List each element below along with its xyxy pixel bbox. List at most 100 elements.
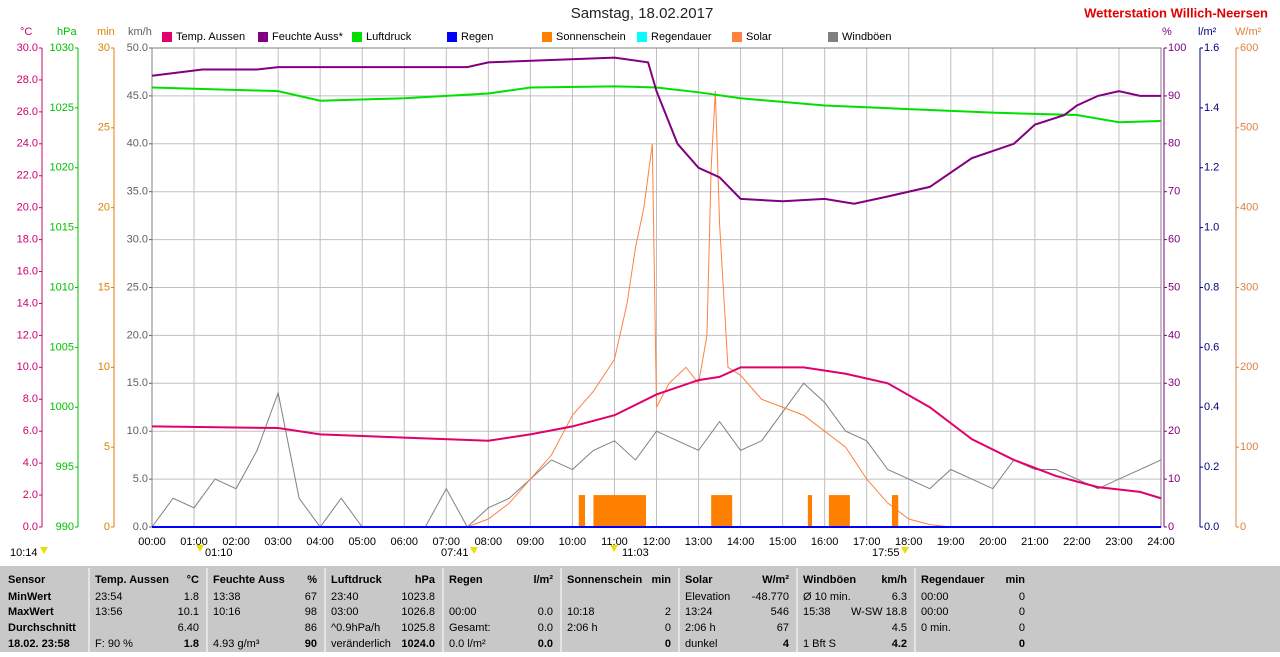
y-tick-label: 10 [98, 361, 110, 373]
y-tick-label: 6.0 [23, 425, 38, 437]
cell-left: 23:40 [331, 591, 359, 603]
cell-left: 00:00 [921, 606, 949, 618]
y-tick-label: 1000 [50, 401, 74, 413]
y-tick-label: 1.4 [1204, 102, 1219, 114]
y-tick-label: 1.2 [1204, 162, 1219, 174]
column-unit: min [651, 574, 671, 586]
y-tick-label: 0 [1168, 521, 1174, 533]
y-tick-label: 70 [1168, 186, 1180, 198]
column-header: Temp. Aussen [95, 574, 169, 586]
cell-right: 0 [1019, 622, 1025, 634]
cell-left: ^0.9hPa/h [331, 622, 380, 634]
annotation: 07:41 [441, 547, 469, 559]
y-tick-label: 30 [1168, 377, 1180, 389]
cell-right: 2 [665, 606, 671, 618]
y-tick-label: 30.0 [127, 234, 148, 246]
x-tick-label: 03:00 [264, 536, 292, 548]
series-line [151, 85, 1162, 124]
y-tick-label: 1010 [50, 281, 74, 293]
cell-left: Ø 10 min. [803, 591, 851, 603]
annotation: 01:10 [205, 547, 233, 559]
legend-label: Sonnenschein [556, 31, 626, 43]
y-tick-label: 18.0 [17, 234, 38, 246]
y-tick-label: 16.0 [17, 265, 38, 277]
y-tick-label: 25.0 [127, 281, 148, 293]
y-tick-label: 200 [1240, 361, 1258, 373]
column-header: Feuchte Auss [213, 574, 285, 586]
cell-left: dunkel [685, 638, 717, 650]
x-tick-label: 07:00 [433, 536, 461, 548]
cell-left: F: 90 % [95, 638, 133, 650]
sunshine-bar [828, 495, 850, 527]
x-tick-label: 02:00 [222, 536, 250, 548]
annotation: 11:03 [622, 547, 649, 559]
legend-swatch [637, 32, 647, 42]
y-tick-label: 0.8 [1204, 281, 1219, 293]
x-tick-label: 24:00 [1147, 536, 1175, 548]
y-tick-label: 600 [1240, 42, 1258, 54]
cell-left: 13:38 [213, 591, 241, 603]
sensor-label: Sensor [8, 574, 46, 586]
cell-left: 4.93 g/m³ [213, 638, 260, 650]
marker [610, 545, 618, 552]
cell-right: 0 [1019, 591, 1025, 603]
column-header: Luftdruck [331, 574, 383, 586]
cell-left: 2:06 h [567, 622, 598, 634]
chart-title: Samstag, 18.02.2017 [571, 5, 714, 22]
marker [196, 545, 204, 552]
y-tick-label: 80 [1168, 138, 1180, 150]
station-name: Wetterstation Willich-Neersen [1084, 5, 1268, 20]
y-tick-label: 300 [1240, 281, 1258, 293]
axis-unit: km/h [128, 26, 152, 38]
cell-right: 0 [1019, 606, 1025, 618]
cell-right: 1023.8 [401, 591, 435, 603]
y-tick-label: 20.0 [17, 202, 38, 214]
x-tick-label: 20:00 [979, 536, 1007, 548]
y-tick-label: 5.0 [133, 473, 148, 485]
column-header: Solar [685, 574, 713, 586]
cell-right: W-SW 18.8 [851, 606, 907, 618]
cell-right: 0 [1019, 638, 1025, 650]
y-tick-label: 0.4 [1204, 401, 1219, 413]
column-header: Windböen [803, 574, 856, 586]
y-tick-label: 20 [1168, 425, 1180, 437]
axis-unit: l/m² [1198, 26, 1217, 38]
y-tick-label: 5 [104, 441, 110, 453]
legend-swatch [352, 32, 362, 42]
cell-left: 0.0 l/m² [449, 638, 486, 650]
cell-right: 0 [665, 622, 671, 634]
cell-right: 86 [305, 622, 317, 634]
cell-left: 1 Bft S [803, 638, 836, 650]
y-tick-label: 0 [1240, 521, 1246, 533]
marker [40, 547, 48, 554]
sunshine-bar [891, 495, 899, 527]
y-tick-label: 15.0 [127, 377, 148, 389]
x-tick-label: 11:00 [601, 536, 628, 548]
sensor-label: Durchschnitt [8, 622, 76, 634]
series-line [151, 56, 1161, 205]
cell-left: 15:38 [803, 606, 831, 618]
y-tick-label: 990 [56, 521, 74, 533]
y-tick-label: 30 [98, 42, 110, 54]
cell-right: 1025.8 [401, 622, 435, 634]
y-tick-label: 12.0 [17, 329, 38, 341]
cell-right: 1026.8 [401, 606, 435, 618]
x-tick-label: 18:00 [895, 536, 923, 548]
cell-right: 6.3 [892, 591, 907, 603]
y-tick-label: 22.0 [17, 170, 38, 182]
y-tick-label: 50 [1168, 281, 1180, 293]
cell-left: 13:24 [685, 606, 713, 618]
y-tick-label: 0.0 [133, 521, 148, 533]
series-line [151, 366, 1162, 500]
y-tick-label: 25 [98, 122, 110, 134]
y-tick-label: 1015 [50, 222, 74, 234]
x-tick-label: 12:00 [643, 536, 671, 548]
y-tick-label: 500 [1240, 122, 1258, 134]
y-tick-label: 0.2 [1204, 461, 1219, 473]
y-tick-label: 100 [1168, 42, 1186, 54]
cell-left: veränderlich [331, 638, 391, 650]
y-tick-label: 0.0 [23, 521, 38, 533]
cell-left: 2:06 h [685, 622, 716, 634]
column-header: Sonnenschein [567, 574, 642, 586]
